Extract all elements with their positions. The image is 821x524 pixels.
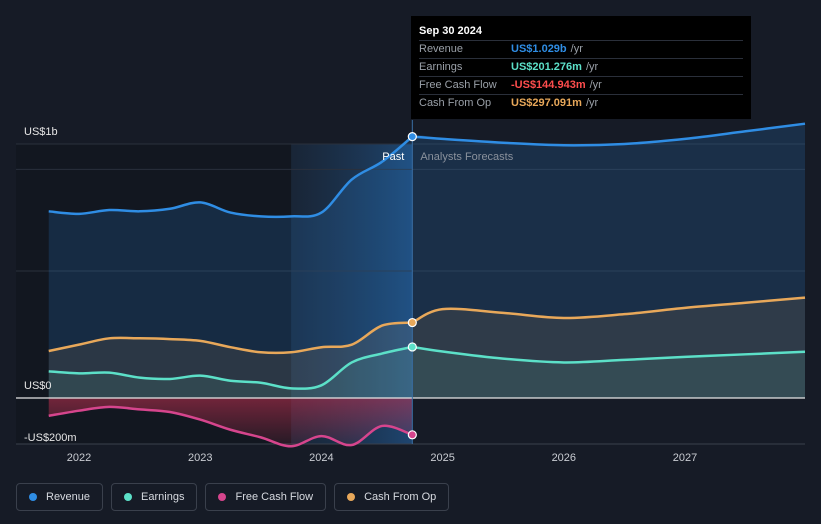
tooltip-unit: /yr — [589, 79, 602, 91]
legend-item-cash-from-op[interactable]: Cash From Op — [334, 483, 450, 511]
tooltip-unit: /yr — [585, 61, 599, 73]
revenue-dot-icon — [29, 493, 37, 501]
tooltip-value: US$1.029b — [511, 43, 567, 55]
cash-from-op-dot-icon — [347, 493, 356, 501]
legend-label: Cash From Op — [364, 491, 437, 503]
y-axis-label: US$0 — [24, 380, 52, 392]
earnings-marker — [407, 342, 417, 352]
revenue-area — [48, 123, 805, 399]
tooltip-value: US$201.276m — [511, 61, 582, 73]
earnings-dot-icon — [124, 493, 133, 501]
legend-item-free-cash-flow[interactable]: Free Cash Flow — [205, 483, 327, 511]
forecast-label: Analysts Forecasts — [420, 151, 513, 163]
tooltip-label: Revenue — [419, 43, 464, 55]
tooltip-row-free-cash-flow: Free Cash Flow -US$144.943m /yr — [419, 76, 743, 94]
x-axis-label: 2024 — [309, 452, 333, 464]
y-axis-label: -US$200m — [24, 432, 77, 444]
tooltip-value: -US$144.943m — [511, 79, 586, 91]
tooltip-value: US$297.091m — [511, 97, 582, 109]
x-axis-label: 2027 — [673, 452, 697, 464]
cash-from-op-area — [48, 297, 805, 398]
revenue-line — [48, 135, 414, 219]
past-region — [16, 144, 292, 444]
past-label: Past — [382, 151, 404, 163]
x-axis-label: 2026 — [552, 452, 576, 464]
tooltip: Sep 30 2024 Revenue US$1.029b /yr Earnin… — [411, 16, 751, 119]
tooltip-label: Cash From Op — [419, 97, 492, 109]
tooltip-row-cash-from-op: Cash From Op US$297.091m /yr — [419, 94, 743, 112]
tooltip-label: Free Cash Flow — [419, 79, 497, 91]
tooltip-date: Sep 30 2024 — [419, 25, 482, 37]
tooltip-row-revenue: Revenue US$1.029b /yr — [419, 40, 743, 58]
earnings-line — [48, 345, 413, 390]
y-axis-label: US$1b — [24, 126, 58, 138]
x-axis-label: 2023 — [188, 452, 212, 464]
cash-from-op-marker — [407, 317, 417, 328]
legend-label: Earnings — [141, 491, 185, 503]
free-cash-flow-marker — [407, 430, 417, 440]
tooltip-label: Earnings — [419, 61, 463, 73]
legend-label: Revenue — [46, 491, 91, 503]
legend-item-revenue[interactable]: Revenue — [16, 483, 104, 511]
tooltip-unit: /yr — [585, 97, 599, 109]
earnings-area — [48, 346, 805, 398]
cash-from-op-forecast-line — [411, 296, 806, 324]
free-cash-flow-dot-icon — [218, 493, 227, 501]
cash-from-op-line — [48, 321, 413, 355]
free-cash-flow-area — [48, 398, 413, 447]
x-axis-label: 2025 — [430, 452, 454, 464]
legend: Revenue Earnings Free Cash Flow Cash Fro… — [16, 483, 450, 511]
earnings-forecast-line — [412, 345, 806, 364]
highlight-band — [291, 144, 413, 444]
tooltip-row-earnings: Earnings US$201.276m /yr — [419, 58, 743, 76]
legend-item-earnings[interactable]: Earnings — [111, 483, 198, 511]
tooltip-unit: /yr — [570, 43, 583, 55]
revenue-forecast-line — [412, 122, 806, 147]
revenue-marker — [407, 132, 417, 142]
legend-label: Free Cash Flow — [235, 491, 314, 503]
free-cash-flow-line — [48, 405, 413, 448]
x-axis-label: 2022 — [67, 452, 91, 464]
